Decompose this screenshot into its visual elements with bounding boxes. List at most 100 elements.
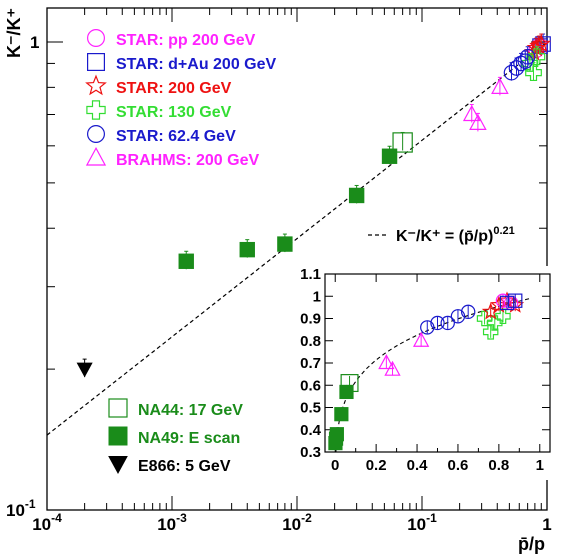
inset-y-tick-label: 0.6: [300, 377, 321, 394]
legend-marker: [86, 100, 106, 120]
legend-label: BRAHMS: 200 GeV: [116, 152, 259, 169]
data-point: [491, 77, 509, 94]
x-tick-label-exponent: -3: [176, 511, 187, 525]
series-8: [76, 358, 93, 378]
inset-x-tick-label: 0: [331, 457, 339, 474]
inset-data-point: [508, 293, 523, 308]
legend-marker: [108, 456, 128, 475]
inset-y-tick-label: 0.5: [300, 400, 321, 417]
x-tick-label-exponent: -4: [51, 511, 62, 525]
fit-curve: [46, 41, 548, 436]
inset-series-1: [340, 374, 359, 393]
data-point: [528, 48, 546, 66]
x-tick-label: 10-4: [32, 511, 62, 534]
x-tick-label: 10-2: [282, 511, 312, 534]
legend-label: STAR: 200 GeV: [116, 80, 232, 97]
series-6: [392, 131, 413, 153]
legend-marker: [86, 124, 105, 143]
fit-legend-prefix: K⁻/K⁺ = (p̄/p): [396, 228, 493, 245]
data-point: [277, 236, 293, 252]
inset-data-point: [481, 302, 500, 320]
y-tick-label: 1: [30, 33, 39, 52]
inset-fit-curve: [335, 298, 530, 453]
inset-data-point: [384, 360, 401, 376]
data-point: [517, 53, 534, 69]
y-tick-label: 10-1: [6, 497, 36, 520]
inset-data-point: [450, 309, 466, 324]
legend-label: E866: 5 GeV: [138, 458, 231, 475]
inset-data-point: [487, 315, 503, 331]
inset-x-tick-label: 0.2: [366, 457, 387, 474]
legend-label: NA44: 17 GeV: [138, 402, 243, 419]
inset-data-point: [495, 308, 511, 325]
x-tick-label-exponent: -1: [426, 511, 437, 525]
legend-label: NA49: E scan: [138, 430, 240, 447]
inset-series-3: [420, 304, 476, 335]
inset-data-point: [329, 427, 344, 442]
inset-y-tick-label: 1: [313, 288, 321, 305]
y-tick-label-base: 10: [6, 501, 25, 520]
fit-legend-label: K⁻/K⁺ = (p̄/p)0.21: [396, 225, 515, 245]
inset-y-tick-label: 0.4: [300, 422, 322, 439]
inset-data-point: [499, 295, 515, 311]
inset-series-2: [378, 331, 430, 376]
x-tick-label-base: 10: [282, 515, 301, 534]
legend-marker: [86, 29, 105, 47]
y-axis-title: K⁻/K⁺: [4, 8, 24, 58]
x-axis-title: p̄/p: [518, 534, 545, 554]
data-point: [178, 253, 194, 269]
series-7: [178, 145, 398, 270]
inset-data-point: [412, 331, 430, 347]
inset-y-tick-label: 0.7: [300, 355, 321, 372]
x-tick-label-exponent: -2: [301, 511, 312, 525]
inset-data-point: [334, 407, 349, 422]
series-5: [462, 76, 509, 132]
x-tick-label: 1: [542, 515, 551, 534]
data-point: [469, 113, 487, 130]
inset-data-point: [340, 374, 359, 393]
inset-data-point: [378, 354, 395, 370]
y-tick-label-base: 1: [30, 33, 39, 52]
legend-label: STAR: d+Au 200 GeV: [116, 56, 277, 73]
x-tick-label-base: 10: [407, 515, 426, 534]
inset-data-point: [460, 304, 476, 320]
x-tick-label: 10-3: [157, 511, 187, 534]
fit-legend-exponent: 0.21: [493, 225, 514, 237]
x-tick-label-base: 1: [542, 515, 551, 534]
inset-x-tick-label: 0.4: [407, 457, 429, 474]
inset-data-point: [482, 324, 499, 340]
inset-x-tick-label: 0.8: [488, 457, 509, 474]
x-tick-label-base: 10: [157, 515, 176, 534]
data-point: [381, 148, 398, 164]
data-point: [239, 241, 255, 258]
legend-label: STAR: 62.4 GeV: [116, 128, 236, 145]
legend-marker: [85, 146, 107, 166]
data-point: [503, 64, 520, 81]
inset-y-tick-label: 1.1: [300, 266, 321, 283]
inset-plot: 0 0.2 0.4 0.6 0.8 1 0.3 0.4 0.5 0.6 0.7 0.8 0.9 1 1.1: [285, 266, 560, 480]
legend-marker: [86, 52, 105, 71]
main-plot: 10-4 10-3 10-2 10-1 110-11p̄/pK⁻/K⁺K⁻/K⁺ = (…: [4, 7, 552, 554]
series-4: [503, 46, 536, 81]
x-tick-label: 10-1: [407, 511, 437, 534]
inset-y-tick-label: 0.9: [300, 311, 321, 328]
x-tick-label-base: 10: [32, 515, 51, 534]
data-point: [531, 33, 551, 53]
inset-x-tick-label: 0.6: [448, 457, 469, 474]
data-point: [76, 362, 93, 378]
inset-data-point: [420, 320, 435, 335]
legend-label: STAR: pp 200 GeV: [116, 32, 256, 49]
legend-marker: [108, 398, 128, 418]
data-point: [392, 132, 413, 153]
inset-data-point: [430, 315, 445, 331]
inset-data-point: [495, 293, 511, 308]
legend-marker: [85, 74, 107, 96]
inset-data-point: [440, 315, 455, 331]
data-point: [519, 48, 536, 65]
inset-y-tick-label: 0.8: [300, 333, 321, 350]
legend-marker: [108, 426, 128, 446]
data-point: [462, 104, 481, 122]
inset-series-7: [499, 293, 523, 311]
inset-y-tick-label: 0.3: [300, 444, 321, 461]
